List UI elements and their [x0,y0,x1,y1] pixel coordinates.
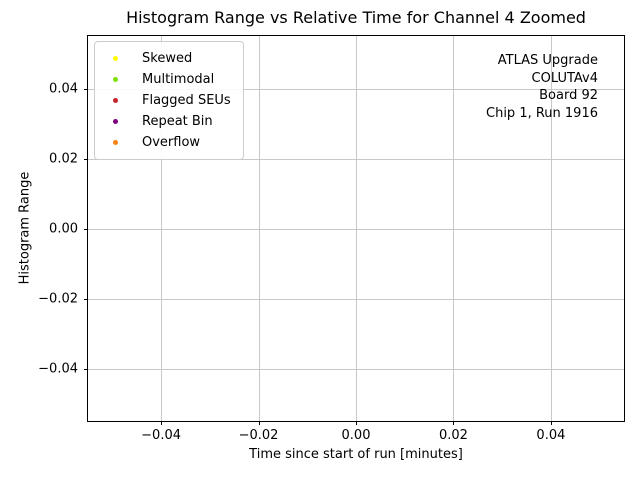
y-tick-mark [84,298,88,300]
x-tick-label: 0.02 [438,428,468,443]
legend-marker-icon [113,98,118,103]
x-tick-label: 0.00 [341,428,371,443]
legend-marker-icon [113,140,118,145]
annotation-line: ATLAS Upgrade [497,53,598,68]
legend-marker-icon [113,56,118,61]
y-gridline [88,368,624,370]
grid-layer [88,36,624,421]
y-tick-label: −0.04 [38,361,78,376]
legend-item-overflow: Overflow [105,132,231,153]
y-gridline [88,158,624,160]
y-tick-mark [84,368,88,370]
x-tick-mark [258,421,260,425]
x-axis-label: Time since start of run [minutes] [249,447,463,462]
x-tick-mark [550,421,552,425]
y-tick-label: 0.00 [49,221,78,236]
y-tick-mark [84,158,88,160]
y-gridline [88,298,624,300]
y-tick-mark [84,228,88,230]
plot-area: Skewed Multimodal Flagged SEUs Repeat Bin Ov… [38,35,625,443]
y-tick-mark [84,88,88,90]
annotation-line: Chip 1, Run 1916 [486,105,598,121]
x-tick-mark [161,421,163,425]
y-axis-label: Histogram Range [17,171,33,285]
x-tick-mark [453,421,455,425]
legend-marker-icon [113,119,118,124]
legend-marker-icon [113,77,118,82]
x-tick-mark [356,421,357,425]
legend-item-repeat-bin: Repeat Bin [105,111,231,132]
chart-title: Histogram Range vs Relative Time for Cha… [126,8,586,27]
legend-item-flagged-seus: Flagged SEUs [105,90,231,111]
y-tick-label: 0.04 [49,81,78,96]
x-tick-label: −0.04 [141,428,181,443]
annotation: ATLAS Upgrade COLUTAv4 Board 92 Chip 1, Run… [486,52,598,122]
y-tick-label: 0.02 [49,151,78,166]
legend-item-label: Multimodal [142,72,215,87]
y-gridline [88,228,624,230]
y-gridline [88,88,624,90]
annotation-line: Board 92 [539,88,598,103]
legend: Skewed Multimodal Flagged SEUs Repeat Bin Ov… [94,41,244,160]
legend-item-label: Repeat Bin [142,114,213,129]
legend-item-label: Overflow [142,135,201,150]
y-tick-label: −0.02 [38,291,78,306]
legend-item-label: Flagged SEUs [142,93,231,108]
legend-item-label: Skewed [142,51,193,66]
annotation-line: COLUTAv4 [531,70,598,86]
x-tick-label: −0.02 [238,428,279,443]
x-tick-label: 0.04 [536,428,566,443]
legend-item-skewed: Skewed [105,48,231,69]
legend-item-multimodal: Multimodal [105,69,231,90]
